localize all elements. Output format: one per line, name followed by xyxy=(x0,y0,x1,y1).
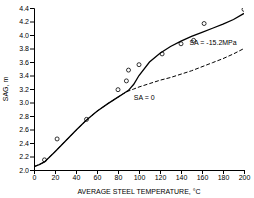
y-tick-mark xyxy=(30,103,34,104)
y-tick-label: 3.8 xyxy=(19,45,29,52)
annotation: SA = 0 xyxy=(134,94,155,101)
x-tick-label: 200 xyxy=(239,174,251,181)
x-tick: 160 xyxy=(197,170,209,181)
y-tick-label: 4.0 xyxy=(19,32,29,39)
y-tick: 4.0 xyxy=(19,32,34,39)
y-tick: 2.6 xyxy=(19,126,34,133)
y-tick-mark xyxy=(30,62,34,63)
y-tick-label: 3.0 xyxy=(19,99,29,106)
point xyxy=(55,137,59,141)
x-tick-label: 180 xyxy=(218,174,230,181)
x-axis-title: AVERAGE STEEL TEMPERATURE, °C xyxy=(77,188,200,195)
y-tick: 4.4 xyxy=(19,5,34,12)
y-tick: 3.2 xyxy=(19,86,34,93)
y-tick: 4.2 xyxy=(19,18,34,25)
x-tick-label: 40 xyxy=(73,174,81,181)
point xyxy=(160,52,164,56)
y-tick-mark xyxy=(30,76,34,77)
x-tick-label: 160 xyxy=(197,174,209,181)
y-tick: 3.6 xyxy=(19,59,34,66)
y-tick-mark xyxy=(30,35,34,36)
x-tick-label: 80 xyxy=(115,174,123,181)
y-tick-label: 2.2 xyxy=(19,153,29,160)
y-tick-mark xyxy=(30,170,34,171)
line xyxy=(34,13,244,166)
y-tick-mark xyxy=(30,157,34,158)
x-tick: 200 xyxy=(239,170,251,181)
y-tick-label: 2.0 xyxy=(19,167,29,174)
annotations: SA = 0 SA = -15.2MPa xyxy=(134,39,237,101)
point xyxy=(179,42,183,46)
x-tick: 140 xyxy=(176,170,188,181)
point xyxy=(85,117,89,121)
chart: 0204060801001201401601802002.02.22.42.62… xyxy=(0,0,254,198)
y-tick-mark xyxy=(30,130,34,131)
x-tick: 0 xyxy=(33,170,37,181)
y-tick-label: 4.4 xyxy=(19,5,29,12)
y-tick-mark xyxy=(30,49,34,50)
x-tick: 80 xyxy=(115,170,123,181)
y-tick: 3.8 xyxy=(19,45,34,52)
x-tick-label: 60 xyxy=(94,174,102,181)
point xyxy=(202,22,206,26)
y-tick-mark xyxy=(30,143,34,144)
point xyxy=(137,63,141,67)
y-tick: 2.2 xyxy=(19,153,34,160)
x-tick: 20 xyxy=(52,170,60,181)
plot-area xyxy=(34,8,244,167)
annotation: SA = -15.2MPa xyxy=(189,39,236,46)
point xyxy=(127,68,131,72)
y-tick-mark xyxy=(30,22,34,23)
y-tick-label: 2.8 xyxy=(19,113,29,120)
x-tick-label: 100 xyxy=(134,174,146,181)
x-tick-label: 140 xyxy=(176,174,188,181)
point xyxy=(124,79,128,83)
y-tick: 2.4 xyxy=(19,140,34,147)
x-tick-label: 20 xyxy=(52,174,60,181)
point xyxy=(116,88,120,92)
y-axis-title: SAG, m xyxy=(2,77,9,102)
x-tick-label: 120 xyxy=(155,174,167,181)
y-tick: 2.0 xyxy=(19,167,34,174)
x-tick: 180 xyxy=(218,170,230,181)
y-tick-mark xyxy=(30,89,34,90)
y-tick-label: 3.6 xyxy=(19,59,29,66)
y-tick: 3.0 xyxy=(19,99,34,106)
point xyxy=(242,8,244,11)
y-tick-label: 2.6 xyxy=(19,126,29,133)
y-axis: 2.0 2.2 2.4 2.6 2.8 3.0 3.2 3.4 3.6 3.8 4.0 4.2 4.4 xyxy=(19,5,34,174)
y-tick: 2.8 xyxy=(19,113,34,120)
y-tick-label: 3.2 xyxy=(19,86,29,93)
x-tick: 100 xyxy=(134,170,146,181)
y-tick-mark xyxy=(30,8,34,9)
y-tick: 3.4 xyxy=(19,72,34,79)
y-axis-line xyxy=(30,9,35,171)
x-tick: 120 xyxy=(155,170,167,181)
y-tick-label: 2.4 xyxy=(19,140,29,147)
x-tick-label: 0 xyxy=(33,174,37,181)
y-tick-label: 4.2 xyxy=(19,18,29,25)
y-tick-mark xyxy=(30,116,34,117)
point xyxy=(43,158,47,162)
x-tick: 60 xyxy=(94,170,102,181)
x-tick: 40 xyxy=(73,170,81,181)
line xyxy=(34,49,244,167)
x-axis: 0 20 40 60 80 100 120 140 160 180 200 xyxy=(33,170,251,181)
y-tick-label: 3.4 xyxy=(19,72,29,79)
